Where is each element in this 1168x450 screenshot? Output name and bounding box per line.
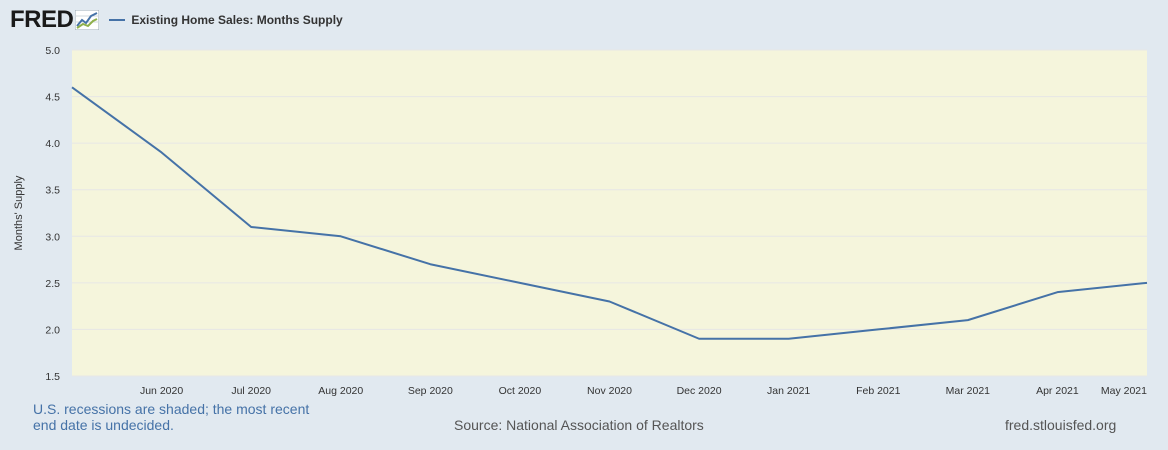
y-tick-label: 4.0 [45,138,60,150]
data-point[interactable] [783,333,795,345]
y-tick-label: 2.0 [45,324,60,336]
x-axis: Jun 2020 Jul 2020 Aug 2020 Sep 2020 Oct 2020… [140,385,1147,397]
x-tick-label: Sep 2020 [408,385,453,397]
recession-note: U.S. recessions are shaded; the most rec… [33,401,310,433]
x-tick-label: Mar 2021 [946,385,991,397]
data-point[interactable] [604,295,616,307]
data-point[interactable] [245,221,257,233]
x-tick-label: Apr 2021 [1036,385,1079,397]
y-tick-label: 3.5 [45,185,60,197]
y-axis-title: Months' Supply [13,175,25,250]
y-tick-label: 1.5 [45,371,60,383]
fred-logo[interactable]: FRED [10,6,74,33]
chart-header: FRED Existing Home Sales: Months Supply [10,6,343,34]
data-point[interactable] [962,314,974,326]
data-point[interactable] [1141,277,1153,289]
x-tick-label: Nov 2020 [587,385,632,397]
legend-label: Existing Home Sales: Months Supply [131,13,343,27]
legend-item[interactable]: Existing Home Sales: Months Supply [109,13,343,27]
data-point[interactable] [424,258,436,270]
data-point[interactable] [693,333,705,345]
plot-area [72,50,1147,376]
y-tick-label: 2.5 [45,278,60,290]
data-point[interactable] [335,230,347,242]
data-point[interactable] [872,323,884,335]
y-tick-label: 3.0 [45,231,60,243]
x-tick-label: Oct 2020 [499,385,542,397]
x-tick-label: Jan 2021 [767,385,810,397]
site-link[interactable]: fred.stlouisfed.org [1005,417,1117,433]
legend-swatch [109,19,126,21]
x-tick-label: Jun 2020 [140,385,183,397]
x-tick-label: Aug 2020 [318,385,363,397]
y-tick-label: 5.0 [45,45,60,57]
source-note: Source: National Association of Realtors [454,417,704,433]
y-tick-label: 4.5 [45,92,60,104]
grid-lines [72,49,1147,377]
data-point[interactable] [156,146,168,158]
data-point[interactable] [66,81,78,93]
x-tick-label: Jul 2020 [231,385,271,397]
y-axis: 1.5 2.0 2.5 3.0 3.5 4.0 4.5 5.0 [45,45,60,383]
data-point[interactable] [1051,286,1063,298]
fred-graph-icon [75,10,100,30]
data-point[interactable] [514,277,526,289]
x-tick-label: Feb 2021 [856,385,901,397]
x-tick-label: Dec 2020 [677,385,722,397]
x-tick-label: May 2021 [1101,385,1147,397]
series-line[interactable] [71,86,1148,340]
